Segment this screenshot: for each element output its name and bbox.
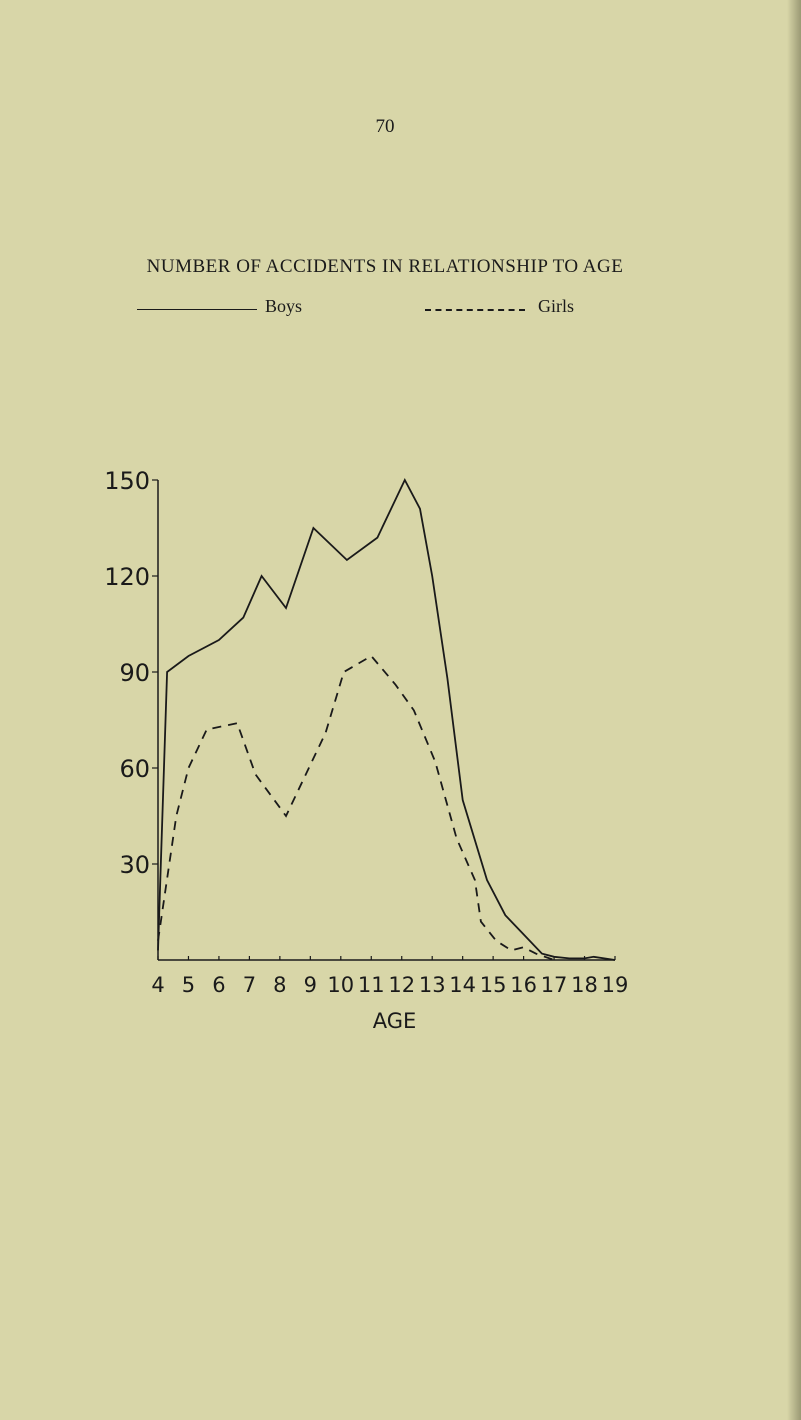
- y-tick-label: 60: [119, 755, 150, 783]
- page-edge-shadow: [787, 0, 801, 1420]
- series-line-girls: [157, 654, 555, 961]
- legend-swatch-boys: [137, 309, 257, 310]
- x-tick-label: 11: [358, 973, 385, 997]
- y-tick-label: 120: [104, 563, 150, 591]
- x-tick-label: 5: [182, 973, 195, 997]
- x-tick-label: 7: [243, 973, 256, 997]
- chart-title: NUMBER OF ACCIDENTS IN RELATIONSHIP TO A…: [146, 256, 624, 277]
- y-tick-label: 150: [104, 467, 150, 495]
- x-tick-label: 17: [541, 973, 568, 997]
- x-tick-label: 18: [571, 973, 598, 997]
- x-tick-label: 10: [327, 973, 354, 997]
- x-tick-label: 15: [480, 973, 507, 997]
- x-tick-label: 19: [602, 973, 629, 997]
- x-tick-label: 16: [510, 973, 537, 997]
- x-axis-label: AGE: [373, 1009, 417, 1033]
- legend-label-girls: Girls: [538, 296, 574, 316]
- page-number: 70: [375, 116, 395, 137]
- y-tick-label: 90: [119, 659, 150, 687]
- legend-label-boys: Boys: [265, 296, 303, 316]
- legend-swatch-girls: [425, 309, 525, 311]
- x-tick-label: 8: [273, 973, 286, 997]
- legend: Boys Girls: [0, 296, 801, 326]
- y-tick-label: 30: [119, 851, 150, 879]
- x-tick-label: 12: [388, 973, 415, 997]
- x-tick-label: 4: [151, 973, 164, 997]
- x-tick-label: 6: [212, 973, 225, 997]
- x-tick-label: 9: [304, 973, 317, 997]
- x-tick-label: 13: [419, 973, 446, 997]
- x-tick-label: 14: [449, 973, 476, 997]
- series-line-boys: [157, 477, 616, 961]
